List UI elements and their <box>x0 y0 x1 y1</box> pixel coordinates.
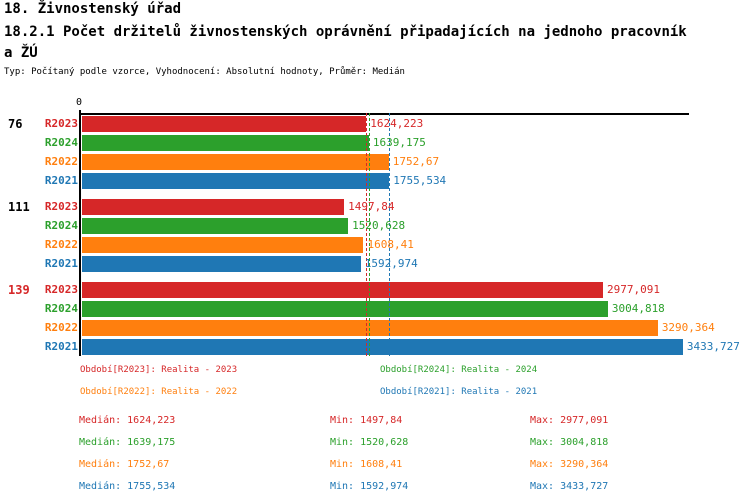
stat-max: Max: 3433,727 <box>530 481 609 492</box>
bar-value-label: 1608,41 <box>367 238 414 251</box>
bar <box>82 301 608 317</box>
chart-subtitle-line1: 18.2.1 Počet držitelů živnostenských opr… <box>4 24 687 40</box>
bar <box>82 135 369 151</box>
bar <box>82 237 364 253</box>
series-label: R2021 <box>44 174 78 187</box>
series-label: R2024 <box>44 302 78 315</box>
page-title: 18. Živnostenský úřad <box>4 1 182 17</box>
bar-value-label: 1520,628 <box>352 219 406 232</box>
bar <box>82 199 345 215</box>
chart-meta-info: Typ: Počítaný podle vzorce, Vyhodnocení:… <box>4 67 405 77</box>
bar-value-label: 1752,67 <box>392 155 440 168</box>
stat-min: Min: 1520,628 <box>330 437 409 448</box>
series-label: R2022 <box>44 155 78 168</box>
chart-subtitle-line2: a ŽÚ <box>4 45 38 61</box>
stat-max: Max: 2977,091 <box>530 415 609 426</box>
series-label: R2024 <box>44 136 78 149</box>
bar-value-label: 1755,534 <box>393 174 447 187</box>
series-label: R2024 <box>44 219 78 232</box>
stat-min: Min: 1592,974 <box>330 481 409 492</box>
stat-max: Max: 3290,364 <box>530 459 609 470</box>
series-label: R2023 <box>44 117 78 130</box>
stat-max: Max: 3004,818 <box>530 437 609 448</box>
bar <box>82 218 349 234</box>
group-label: 76 <box>8 117 23 131</box>
median-line <box>366 113 368 356</box>
bar <box>82 282 603 298</box>
legend-item: Období[R2022]: Realita - 2022 <box>80 387 238 397</box>
bar-value-label: 3290,364 <box>661 321 715 334</box>
median-line <box>389 113 391 356</box>
bar <box>82 256 361 272</box>
stat-median: Medián: 1755,534 <box>79 481 176 492</box>
bar-value-label: 2977,091 <box>606 283 660 296</box>
bar-value-label: 3004,818 <box>611 302 665 315</box>
bar <box>82 320 658 336</box>
legend-item: Období[R2023]: Realita - 2023 <box>80 365 238 375</box>
median-line <box>368 113 370 356</box>
group-label: 111 <box>8 200 30 214</box>
stat-min: Min: 1497,84 <box>330 415 403 426</box>
bar-value-label: 1624,223 <box>370 117 424 130</box>
legend-item: Období[R2021]: Realita - 2021 <box>380 387 538 397</box>
series-label: R2021 <box>44 257 78 270</box>
series-label: R2021 <box>44 340 78 353</box>
series-label: R2022 <box>44 321 78 334</box>
bar-value-label: 1497,84 <box>348 200 395 213</box>
stat-median: Medián: 1752,67 <box>79 459 170 470</box>
bar <box>82 154 389 170</box>
series-label: R2022 <box>44 238 78 251</box>
group-label: 139 <box>8 283 30 297</box>
x-axis-line <box>79 113 689 115</box>
bar-value-label: 1639,175 <box>372 136 426 149</box>
bar <box>82 339 683 355</box>
legend-item: Období[R2024]: Realita - 2024 <box>380 365 538 375</box>
series-label: R2023 <box>44 283 78 296</box>
stat-median: Medián: 1639,175 <box>79 437 176 448</box>
bar-value-label: 1592,974 <box>364 257 418 270</box>
series-label: R2023 <box>44 200 78 213</box>
x-axis-origin-label: 0 <box>75 97 82 108</box>
stat-min: Min: 1608,41 <box>330 459 403 470</box>
bar <box>82 116 367 132</box>
stat-median: Medián: 1624,223 <box>79 415 176 426</box>
bar-value-label: 3433,727 <box>686 340 740 353</box>
bar <box>82 173 390 189</box>
y-axis-line <box>79 110 81 356</box>
